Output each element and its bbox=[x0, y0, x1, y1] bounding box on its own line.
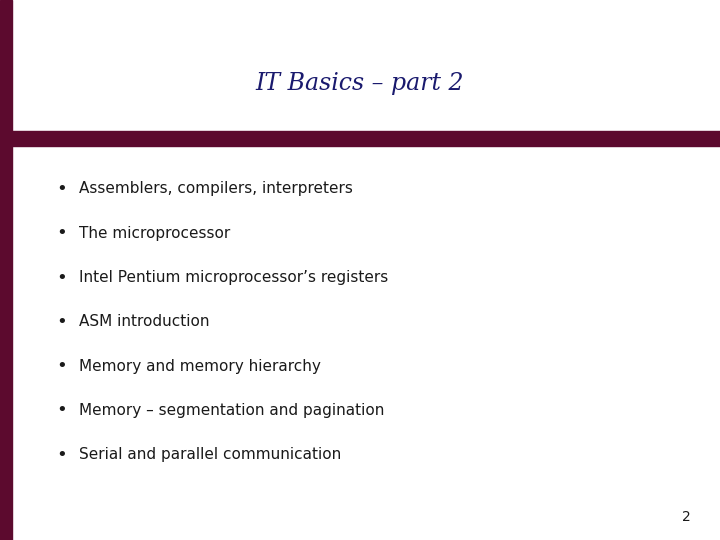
Text: Memory – segmentation and pagination: Memory – segmentation and pagination bbox=[79, 403, 384, 418]
Text: •: • bbox=[56, 357, 66, 375]
Text: 2: 2 bbox=[683, 510, 691, 524]
Bar bbox=[0, 131, 720, 146]
Text: •: • bbox=[56, 401, 66, 420]
Text: •: • bbox=[56, 268, 66, 287]
Text: •: • bbox=[56, 180, 66, 198]
Text: Memory and memory hierarchy: Memory and memory hierarchy bbox=[79, 359, 321, 374]
Text: •: • bbox=[56, 224, 66, 242]
Text: IT Basics – part 2: IT Basics – part 2 bbox=[256, 72, 464, 95]
Text: •: • bbox=[56, 446, 66, 464]
Text: ASM introduction: ASM introduction bbox=[79, 314, 210, 329]
Text: Serial and parallel communication: Serial and parallel communication bbox=[79, 447, 341, 462]
Text: •: • bbox=[56, 313, 66, 331]
Text: The microprocessor: The microprocessor bbox=[79, 226, 230, 241]
Bar bbox=[0, 0, 12, 540]
Text: Assemblers, compilers, interpreters: Assemblers, compilers, interpreters bbox=[79, 181, 353, 197]
Text: Intel Pentium microprocessor’s registers: Intel Pentium microprocessor’s registers bbox=[79, 270, 389, 285]
